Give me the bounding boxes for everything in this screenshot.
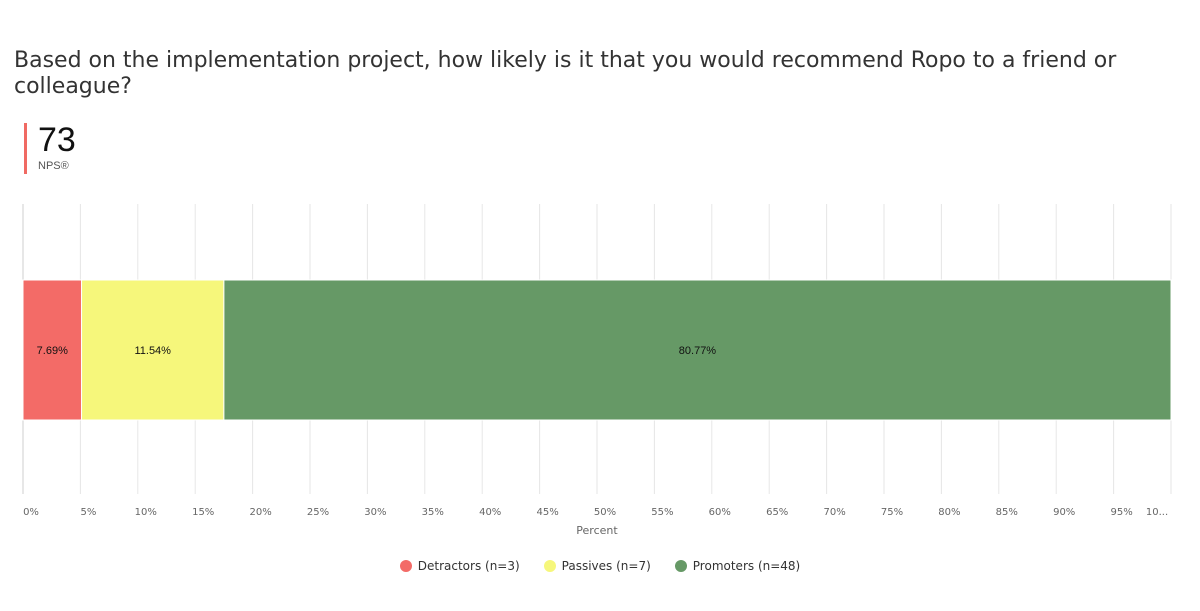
bar-segment (81, 279, 225, 421)
x-tick-label: 90% (1053, 507, 1075, 518)
x-tick-label: 35% (422, 507, 444, 518)
x-tick-label: 60% (709, 507, 731, 518)
x-tick-label: 30% (364, 507, 386, 518)
x-tick-label: 40% (479, 507, 501, 518)
x-tick-label: 50% (594, 507, 616, 518)
x-tick-label: 15% (192, 507, 214, 518)
legend-label: Detractors (n=3) (417, 559, 520, 573)
question-title: Based on the implementation project, how… (14, 48, 1117, 99)
legend: Detractors (n=3) Passives (n=7) Promoters … (0, 559, 1200, 573)
x-tick-label: 10% (135, 507, 157, 518)
x-tick-label: 70% (823, 507, 845, 518)
x-tick-label: 85% (996, 507, 1018, 518)
x-tick-label: 80% (938, 507, 960, 518)
nps-label: NPS® (38, 160, 69, 172)
legend-item[interactable]: Promoters (n=48) (674, 559, 801, 573)
legend-swatch (399, 560, 412, 572)
legend-item[interactable]: Passives (n=7) (543, 559, 651, 573)
x-tick-label: 20% (249, 507, 271, 518)
x-tick-label: 5% (80, 507, 96, 518)
x-tick-label: 0% (23, 507, 39, 518)
bar-labels: 7.69% 11.54% 80.77% (37, 345, 717, 357)
legend-swatch (543, 560, 556, 572)
x-tick-label: 10... (1146, 507, 1168, 518)
x-axis-title: Percent (576, 524, 618, 537)
legend-item[interactable]: Detractors (n=3) (399, 559, 520, 573)
bar-value-label: 11.54% (134, 345, 171, 357)
x-tick-label: 25% (307, 507, 329, 518)
legend-label: Passives (n=7) (561, 559, 651, 573)
bar-value-label: 7.69% (37, 345, 68, 357)
bar-value-label: 80.77% (679, 345, 717, 357)
x-tick-label: 95% (1110, 507, 1132, 518)
nps-score: 73 NPS® (24, 123, 76, 174)
bars (22, 279, 1172, 421)
x-axis-ticks: 0% 5% 10% 15% 20% 25% 30% 35% 40% 45% 50% 55% 60% 65%… (23, 507, 1168, 518)
x-tick-label: 45% (536, 507, 558, 518)
bar-segment (22, 279, 83, 421)
x-tick-label: 65% (766, 507, 788, 518)
legend-label: Promoters (n=48) (692, 559, 801, 573)
nps-value: 73 (38, 121, 76, 159)
x-tick-label: 55% (651, 507, 673, 518)
x-tick-label: 75% (881, 507, 903, 518)
legend-swatch (674, 560, 687, 572)
bar-segment (223, 279, 1172, 421)
